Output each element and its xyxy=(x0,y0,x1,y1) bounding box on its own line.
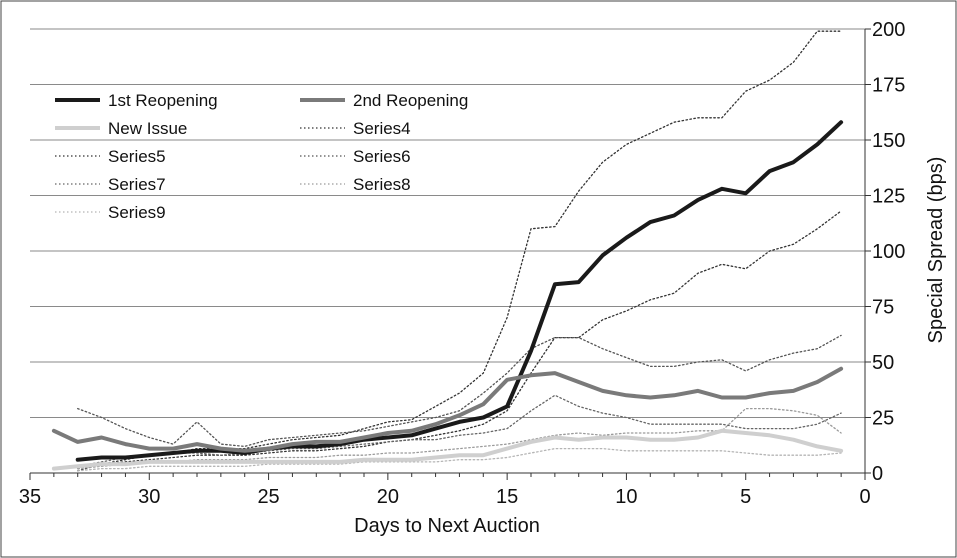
legend-label: Series4 xyxy=(353,119,411,138)
legend-label: Series7 xyxy=(108,175,166,194)
x-tick-label: 5 xyxy=(740,486,751,508)
x-tick-label: 30 xyxy=(138,486,160,508)
x-tick-label: 15 xyxy=(496,486,518,508)
series-line-series5 xyxy=(77,210,842,470)
series-lines xyxy=(51,30,844,472)
legend: 1st Reopening 2nd Reopening New Issue Serie… xyxy=(55,91,468,222)
legend-label: New Issue xyxy=(108,119,187,138)
series-line-series7 xyxy=(77,394,842,467)
y-tick-label: 125 xyxy=(872,186,905,208)
y-axis-title: Special Spread (bps) xyxy=(925,157,947,344)
legend-label: 1st Reopening xyxy=(108,91,218,110)
legend-label: 2nd Reopening xyxy=(353,91,468,110)
series-line-1st-reopening xyxy=(75,120,844,462)
series-line-new-issue xyxy=(51,428,844,471)
legend-label: Series6 xyxy=(353,147,411,166)
series-line-series6 xyxy=(77,334,842,448)
x-tick-label: 0 xyxy=(859,486,870,508)
y-tick-label: 150 xyxy=(872,130,905,152)
y-tick-label: 50 xyxy=(872,352,894,374)
series-line-series4 xyxy=(77,30,842,472)
series-line-series9 xyxy=(77,447,842,472)
legend-label: Series5 xyxy=(108,147,166,166)
x-axis-title: Days to Next Auction xyxy=(354,515,540,537)
x-tick-label: 35 xyxy=(19,486,41,508)
legend-label: Series9 xyxy=(108,203,166,222)
x-tick-label: 20 xyxy=(377,486,399,508)
y-tick-label: 0 xyxy=(872,463,883,485)
x-tick-label: 25 xyxy=(257,486,279,508)
y-tick-label: 200 xyxy=(872,19,905,41)
x-tick-label: 10 xyxy=(615,486,637,508)
y-tick-label: 175 xyxy=(872,75,905,97)
y-tick-label: 100 xyxy=(872,241,905,263)
y-tick-label: 75 xyxy=(872,297,894,319)
legend-label: Series8 xyxy=(353,175,411,194)
series-line-series8 xyxy=(77,407,842,470)
y-tick-label: 25 xyxy=(872,408,894,430)
series-line-2nd-reopening xyxy=(51,366,844,453)
